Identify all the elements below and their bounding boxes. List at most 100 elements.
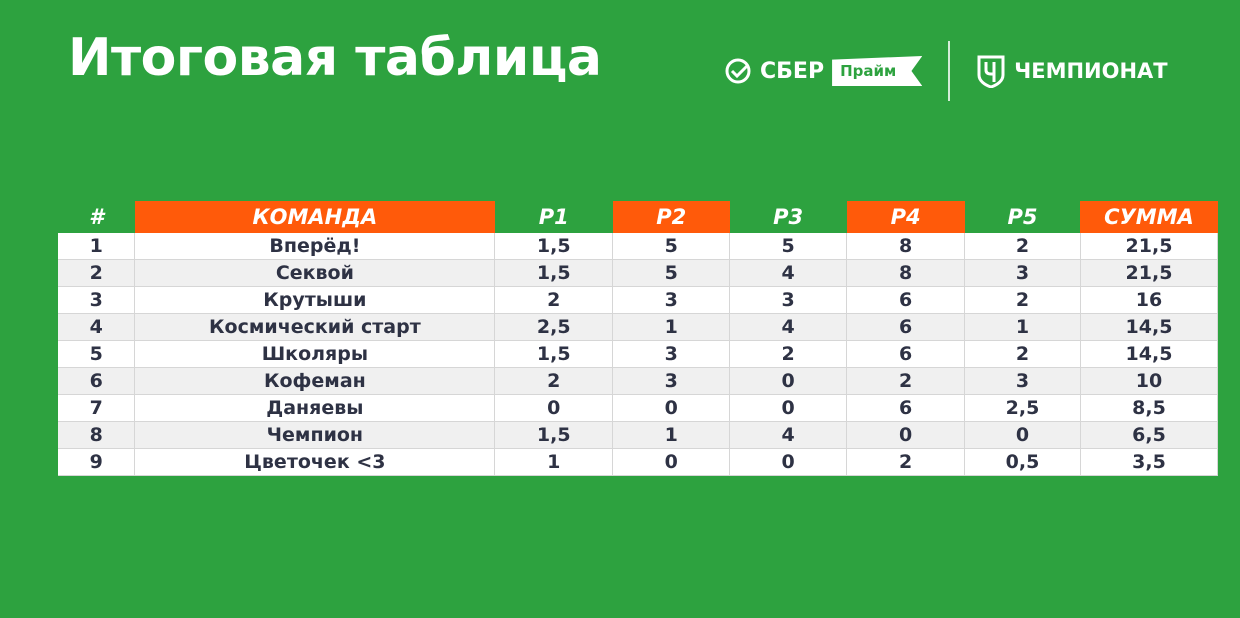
score-cell: 0 [729, 394, 848, 422]
score-cell: 6 [846, 394, 966, 422]
column-header: СУММА [1080, 201, 1218, 233]
score-cell: 14,5 [1080, 340, 1219, 368]
score-cell: 6,5 [1080, 421, 1219, 449]
score-cell: 1 [612, 313, 731, 341]
column-header: Р3 [729, 201, 847, 233]
team-name-cell: Кофеман [134, 367, 496, 395]
score-cell: 10 [1080, 367, 1219, 395]
column-header: КОМАНДА [134, 201, 495, 233]
score-cell: 3 [612, 286, 731, 314]
score-cell: 2 [964, 286, 1081, 314]
rank-cell: 9 [58, 448, 136, 476]
championat-text: ЧЕМПИОНАТ [1014, 59, 1168, 83]
score-cell: 2 [846, 367, 966, 395]
score-cell: 2,5 [494, 313, 614, 341]
column-header: Р1 [494, 201, 613, 233]
rank-cell: 4 [58, 313, 136, 341]
score-cell: 2 [494, 367, 614, 395]
table-header: # КОМАНДА Р1 Р2 Р3 Р4 Р5 СУММА [58, 201, 1218, 233]
table-row: 2 Секвой 1,5 5 4 8 3 21,5 [58, 259, 1219, 287]
table-row: 6 Кофеман 2 3 0 2 3 10 [58, 367, 1219, 395]
table-row: 8 Чемпион 1,5 1 4 0 0 6,5 [58, 421, 1219, 449]
table-row: 1 Вперёд! 1,5 5 5 8 2 21,5 [58, 233, 1219, 260]
score-cell: 4 [729, 259, 848, 287]
table-row: 3 Крутыши 2 3 3 6 2 16 [58, 286, 1219, 314]
score-cell: 4 [729, 421, 848, 449]
score-cell: 1 [494, 448, 614, 476]
team-name-cell: Крутыши [134, 286, 496, 314]
results-table: # КОМАНДА Р1 Р2 Р3 Р4 Р5 СУММА 1 Вперёд! 1,5 5 5 8 2 2… [58, 201, 1219, 476]
score-cell: 2 [964, 233, 1081, 260]
table-row: 5 Школяры 1,5 3 2 6 2 14,5 [58, 340, 1219, 368]
score-cell: 0 [612, 448, 731, 476]
championat-shield-icon [977, 55, 1005, 88]
score-cell: 3 [612, 340, 731, 368]
score-cell: 2 [846, 448, 966, 476]
score-cell: 1,5 [494, 233, 614, 260]
score-cell: 8 [846, 259, 966, 287]
score-cell: 3 [964, 259, 1081, 287]
score-cell: 16 [1080, 286, 1219, 314]
score-cell: 1 [612, 421, 731, 449]
score-cell: 0 [494, 394, 614, 422]
score-cell: 0 [729, 448, 848, 476]
prime-badge: Прайм [832, 56, 923, 86]
logo-divider [948, 41, 951, 101]
score-cell: 2 [494, 286, 614, 314]
score-cell: 21,5 [1080, 233, 1219, 260]
score-cell: 6 [846, 313, 966, 341]
score-cell: 3 [612, 367, 731, 395]
score-cell: 5 [612, 233, 731, 260]
score-cell: 4 [729, 313, 848, 341]
table-row: 4 Космический старт 2,5 1 4 6 1 14,5 [58, 313, 1219, 341]
sber-logo: СБЕР Прайм [724, 56, 923, 86]
score-cell: 0 [846, 421, 966, 449]
score-cell: 8 [846, 233, 966, 260]
rank-cell: 2 [58, 259, 136, 287]
table-row: 7 Даняевы 0 0 0 6 2,5 8,5 [58, 394, 1219, 422]
score-cell: 3 [729, 286, 848, 314]
column-header: Р2 [612, 201, 730, 233]
score-cell: 0 [964, 421, 1081, 449]
score-cell: 3 [964, 367, 1081, 395]
team-name-cell: Школяры [134, 340, 496, 368]
score-cell: 1,5 [494, 421, 614, 449]
score-cell: 6 [846, 286, 966, 314]
score-cell: 5 [612, 259, 731, 287]
score-cell: 1,5 [494, 259, 614, 287]
score-cell: 21,5 [1080, 259, 1219, 287]
rank-cell: 8 [58, 421, 136, 449]
score-cell: 5 [729, 233, 848, 260]
sponsor-logos: СБЕР Прайм ЧЕМПИОНАТ [724, 40, 1168, 102]
team-name-cell: Космический старт [134, 313, 496, 341]
team-name-cell: Цветочек <3 [134, 448, 496, 476]
score-cell: 2 [964, 340, 1081, 368]
rank-cell: 7 [58, 394, 136, 422]
team-name-cell: Секвой [134, 259, 496, 287]
page-title: Итоговая таблица [68, 28, 602, 88]
score-cell: 3,5 [1080, 448, 1219, 476]
score-cell: 8,5 [1080, 394, 1219, 422]
team-name-cell: Даняевы [134, 394, 496, 422]
sber-check-icon [725, 58, 751, 84]
sber-text: СБЕР [760, 58, 825, 84]
championat-logo: ЧЕМПИОНАТ [976, 54, 1168, 88]
score-cell: 1 [964, 313, 1081, 341]
score-cell: 0 [729, 367, 848, 395]
rank-cell: 3 [58, 286, 136, 314]
rank-cell: 6 [58, 367, 136, 395]
column-header: # [58, 201, 135, 233]
rank-cell: 5 [58, 340, 136, 368]
rank-cell: 1 [58, 233, 136, 260]
score-cell: 6 [846, 340, 966, 368]
score-cell: 0,5 [964, 448, 1081, 476]
column-header: Р5 [964, 201, 1081, 233]
score-cell: 0 [612, 394, 731, 422]
score-cell: 14,5 [1080, 313, 1219, 341]
team-name-cell: Вперёд! [134, 233, 496, 260]
score-cell: 1,5 [494, 340, 614, 368]
column-header: Р4 [846, 201, 965, 233]
score-cell: 2,5 [964, 394, 1081, 422]
team-name-cell: Чемпион [134, 421, 496, 449]
score-cell: 2 [729, 340, 848, 368]
